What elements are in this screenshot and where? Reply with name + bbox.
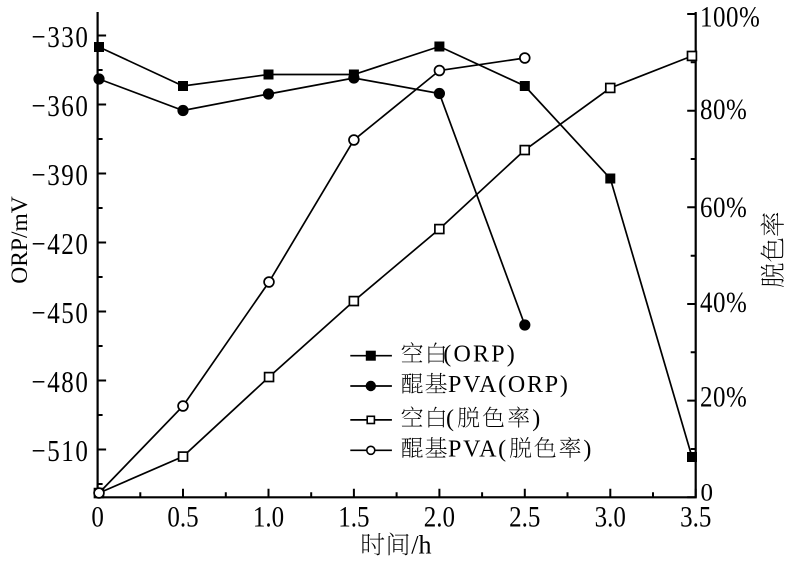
svg-text:PVA(ORP): PVA(ORP) <box>448 372 570 398</box>
svg-text:−480: −480 <box>32 366 90 400</box>
svg-text:/h: /h <box>411 531 431 560</box>
svg-text:40%: 40% <box>700 286 747 318</box>
svg-text:): ) <box>532 406 540 432</box>
svg-text:80%: 80% <box>700 93 747 125</box>
svg-text:−360: −360 <box>32 90 90 124</box>
svg-text:−510: −510 <box>32 435 90 469</box>
svg-text:−330: −330 <box>32 21 90 55</box>
svg-text:): ) <box>583 436 591 462</box>
svg-text:(ORP): (ORP) <box>443 342 517 368</box>
svg-text:2.5: 2.5 <box>509 501 540 533</box>
svg-text:100%: 100% <box>700 1 760 33</box>
svg-text:(: ( <box>446 406 454 432</box>
svg-text:3.0: 3.0 <box>595 501 626 533</box>
svg-text:PVA(: PVA( <box>448 436 508 462</box>
svg-text:3.5: 3.5 <box>680 501 711 533</box>
svg-text:60%: 60% <box>700 191 747 223</box>
svg-text:0: 0 <box>91 501 103 533</box>
svg-text:−390: −390 <box>32 159 90 193</box>
svg-text:2.0: 2.0 <box>424 501 455 533</box>
svg-text:1.5: 1.5 <box>338 501 369 533</box>
svg-text:−420: −420 <box>32 228 90 262</box>
svg-text:20%: 20% <box>700 381 747 413</box>
svg-text:−450: −450 <box>32 297 90 331</box>
svg-text:0: 0 <box>701 480 714 507</box>
svg-text:0.5: 0.5 <box>167 501 198 533</box>
svg-text:1.0: 1.0 <box>253 501 284 533</box>
svg-text:ORP/mV: ORP/mV <box>7 196 33 284</box>
